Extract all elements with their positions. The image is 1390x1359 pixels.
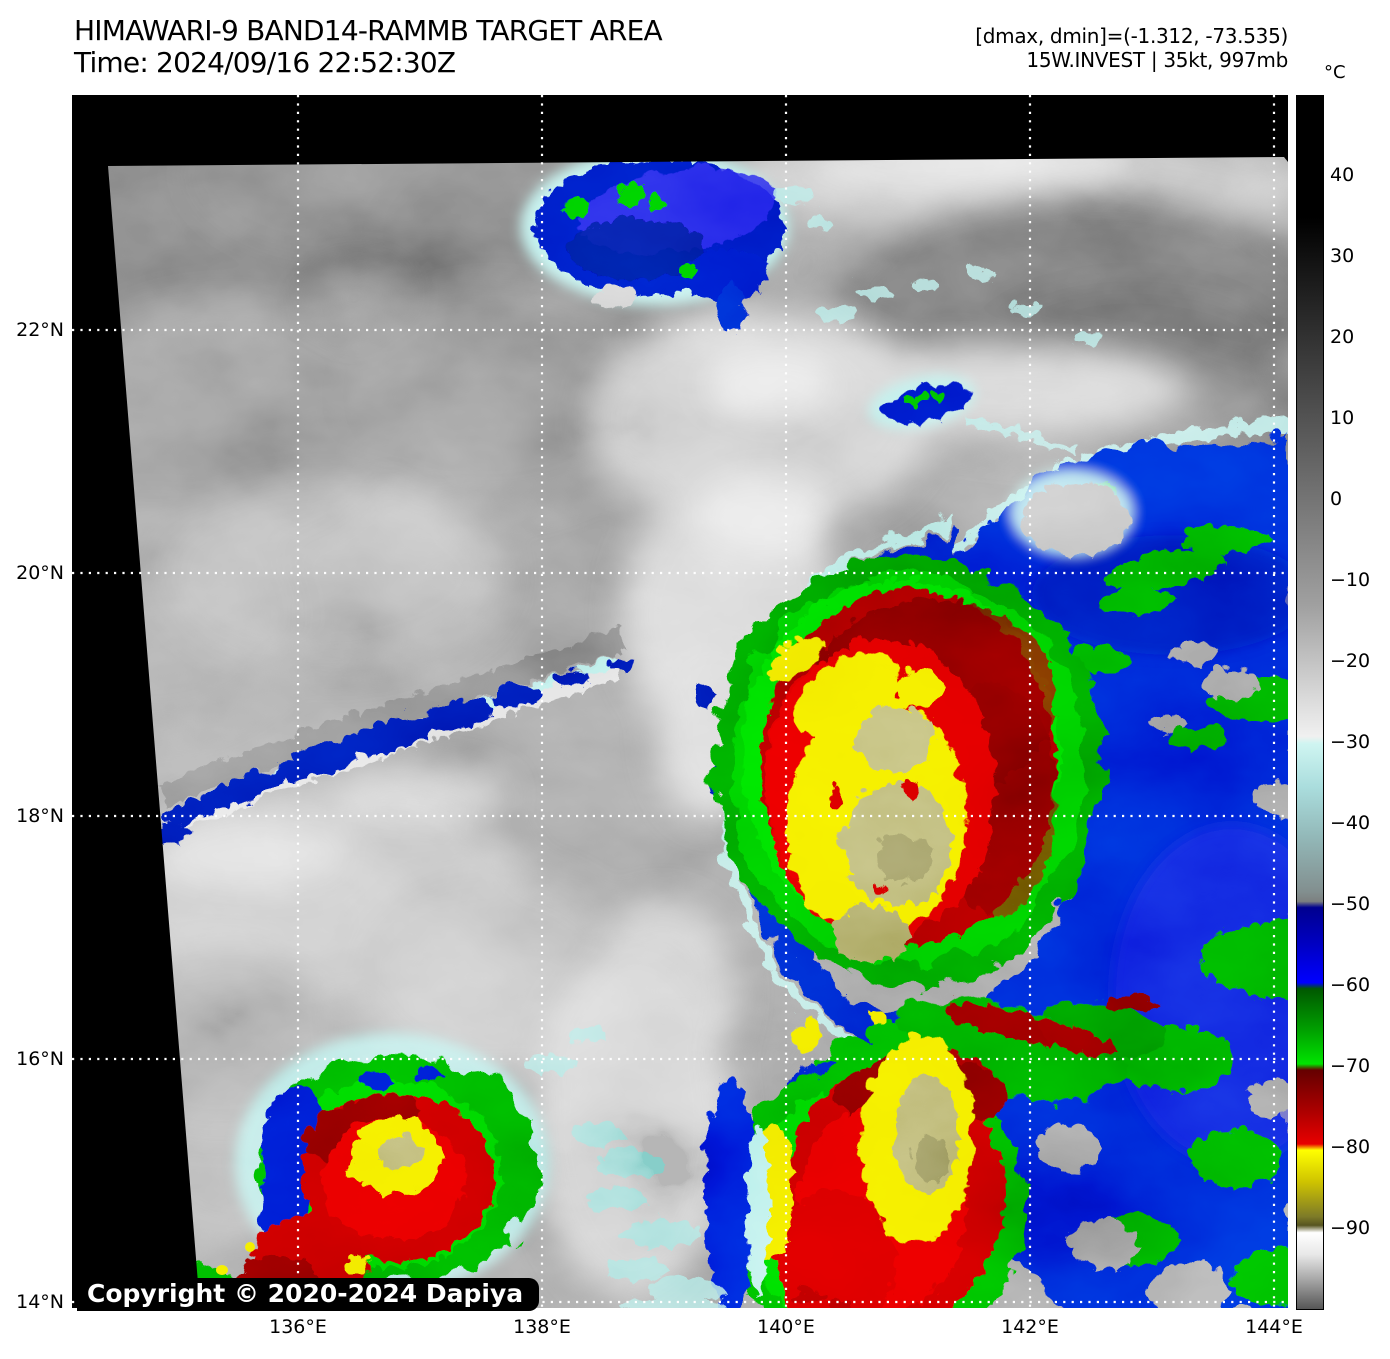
storm-id-readout: 15W.INVEST | 35kt, 997mb: [1026, 48, 1288, 72]
lon-tick-138e: 138°E: [513, 1316, 571, 1338]
cb-tick-m70: −70: [1330, 1055, 1371, 1077]
cb-tick-m30: −30: [1330, 731, 1371, 753]
lat-tick-20n: 20°N: [16, 562, 64, 584]
cb-tick-m80: −80: [1330, 1136, 1371, 1158]
cb-tick-m50: −50: [1330, 893, 1371, 915]
data-swath: [108, 157, 1288, 1308]
lon-tick-144e: 144°E: [1245, 1316, 1303, 1338]
copyright-badge: Copyright © 2020-2024 Dapiya: [77, 1278, 540, 1311]
lat-tick-16n: 16°N: [16, 1048, 64, 1070]
page-title: HIMAWARI-9 BAND14-RAMMB TARGET AREA: [74, 14, 663, 47]
cb-tick-m60: −60: [1330, 974, 1371, 996]
cb-tick-m40: −40: [1330, 812, 1371, 834]
lat-tick-18n: 18°N: [16, 805, 64, 827]
cb-tick-m20: −20: [1330, 650, 1371, 672]
timestamp: Time: 2024/09/16 22:52:30Z: [74, 46, 456, 79]
colorbar-unit-label: °C: [1324, 62, 1346, 83]
lon-tick-142e: 142°E: [1001, 1316, 1059, 1338]
cb-tick-30: 30: [1330, 245, 1355, 267]
cb-tick-10: 10: [1330, 407, 1355, 429]
cb-tick-0: 0: [1330, 488, 1343, 510]
temperature-colorbar: [1296, 95, 1324, 1310]
cloud-texture-overlay: [108, 157, 1288, 1308]
lon-tick-136e: 136°E: [269, 1316, 327, 1338]
lon-tick-140e: 140°E: [757, 1316, 815, 1338]
satellite-image: [72, 95, 1288, 1308]
lat-tick-22n: 22°N: [16, 319, 64, 341]
cb-tick-40: 40: [1330, 164, 1355, 186]
dmax-dmin-readout: [dmax, dmin]=(-1.312, -73.535): [975, 24, 1288, 48]
satellite-image-panel: Copyright © 2020-2024 Dapiya: [72, 95, 1288, 1311]
cb-tick-m90: −90: [1330, 1217, 1371, 1239]
lat-tick-14n: 14°N: [16, 1291, 64, 1313]
cb-tick-m10: −10: [1330, 569, 1371, 591]
cb-tick-20: 20: [1330, 326, 1355, 348]
